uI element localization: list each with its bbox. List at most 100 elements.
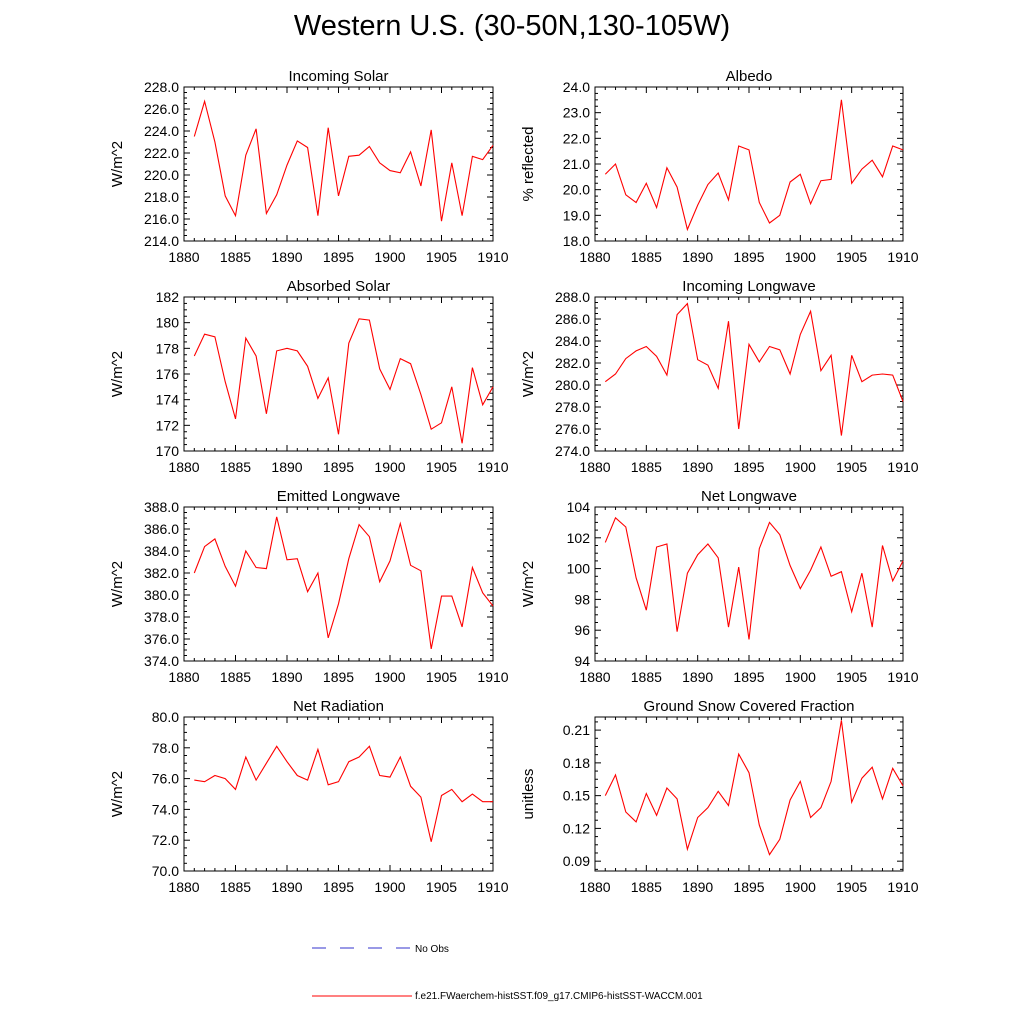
y-tick-label: 216.0 <box>144 211 179 227</box>
x-tick-label: 1895 <box>323 879 354 895</box>
data-point <box>718 388 719 389</box>
y-tick-label: 288.0 <box>555 289 590 305</box>
y-tick-label: 172 <box>156 417 180 433</box>
x-tick-label: 1900 <box>785 669 816 685</box>
data-point <box>245 756 246 757</box>
y-tick-label: 22.0 <box>563 130 590 146</box>
data-point <box>431 429 432 430</box>
data-point <box>697 359 698 360</box>
data-point <box>666 543 667 544</box>
data-point <box>307 780 308 781</box>
y-tick-label: 94 <box>574 653 590 669</box>
chart-panel-8: Ground Snow Covered Fraction unitless 1880… <box>520 698 919 895</box>
data-point <box>276 516 277 517</box>
data-point <box>441 422 442 423</box>
data-point <box>820 546 821 547</box>
data-point <box>286 165 287 166</box>
data-point <box>800 174 801 175</box>
data-point <box>851 611 852 612</box>
y-tick-label: 278.0 <box>555 399 590 415</box>
data-point <box>748 344 749 345</box>
data-point <box>400 523 401 524</box>
data-point <box>204 781 205 782</box>
data-point <box>369 536 370 537</box>
y-tick-label: 388.0 <box>144 499 179 515</box>
y-tick-label: 0.09 <box>563 853 590 869</box>
data-point <box>420 796 421 797</box>
data-point <box>256 567 257 568</box>
data-point <box>492 605 493 606</box>
data-point <box>748 639 749 640</box>
x-tick-label: 1890 <box>271 669 302 685</box>
data-point <box>605 542 606 543</box>
data-point <box>779 349 780 350</box>
data-point <box>759 825 760 826</box>
data-point <box>194 572 195 573</box>
data-point <box>800 781 801 782</box>
series-line <box>193 99 494 222</box>
data-point <box>359 155 360 156</box>
data-point <box>307 366 308 367</box>
y-tick-label: 380.0 <box>144 587 179 603</box>
data-point <box>831 576 832 577</box>
data-point <box>379 162 380 163</box>
y-tick-label: 374.0 <box>144 653 179 669</box>
data-point <box>810 203 811 204</box>
data-point <box>677 798 678 799</box>
data-point <box>800 588 801 589</box>
x-tick-label: 1885 <box>631 669 662 685</box>
data-point <box>718 172 719 173</box>
data-point <box>441 596 442 597</box>
data-point <box>902 149 903 150</box>
data-point <box>286 348 287 349</box>
data-point <box>615 517 616 518</box>
data-point <box>245 337 246 338</box>
data-point <box>317 215 318 216</box>
plot-frame <box>594 716 904 872</box>
data-point <box>615 163 616 164</box>
data-point <box>451 386 452 387</box>
data-point <box>317 398 318 399</box>
chart-panel-4: Incoming Longwave W/m^2 1880 1885 1890 1895 19… <box>520 278 919 475</box>
y-tick-label: 21.0 <box>563 156 590 172</box>
data-point <box>687 303 688 304</box>
y-tick-label: 74.0 <box>152 801 179 817</box>
data-point <box>851 802 852 803</box>
data-point <box>338 603 339 604</box>
x-tick-label: 1880 <box>579 459 610 475</box>
data-point <box>389 776 390 777</box>
data-point <box>605 381 606 382</box>
panel-title: Incoming Solar <box>288 68 388 85</box>
y-tick-label: 386.0 <box>144 521 179 537</box>
y-tick-label: 23.0 <box>563 105 590 121</box>
data-point <box>779 839 780 840</box>
x-tick-label: 1895 <box>733 879 764 895</box>
plot-frame <box>594 296 904 452</box>
data-point <box>328 784 329 785</box>
data-point <box>789 799 790 800</box>
y-tick-label: 24.0 <box>563 79 590 95</box>
x-tick-label: 1885 <box>631 459 662 475</box>
data-point <box>666 167 667 168</box>
data-point <box>204 101 205 102</box>
data-point <box>851 183 852 184</box>
y-tick-label: 100 <box>567 561 591 577</box>
y-axis-label: unitless <box>520 769 537 820</box>
data-point <box>738 566 739 567</box>
data-point <box>266 413 267 414</box>
y-tick-label: 218.0 <box>144 189 179 205</box>
data-point <box>482 592 483 593</box>
data-point <box>204 546 205 547</box>
data-point <box>779 215 780 216</box>
data-point <box>431 648 432 649</box>
data-point <box>441 795 442 796</box>
data-point <box>400 358 401 359</box>
y-tick-label: 80.0 <box>152 709 179 725</box>
data-point <box>317 749 318 750</box>
data-point <box>482 159 483 160</box>
data-point <box>851 355 852 356</box>
data-point <box>820 370 821 371</box>
data-point <box>276 194 277 195</box>
data-point <box>841 720 842 721</box>
